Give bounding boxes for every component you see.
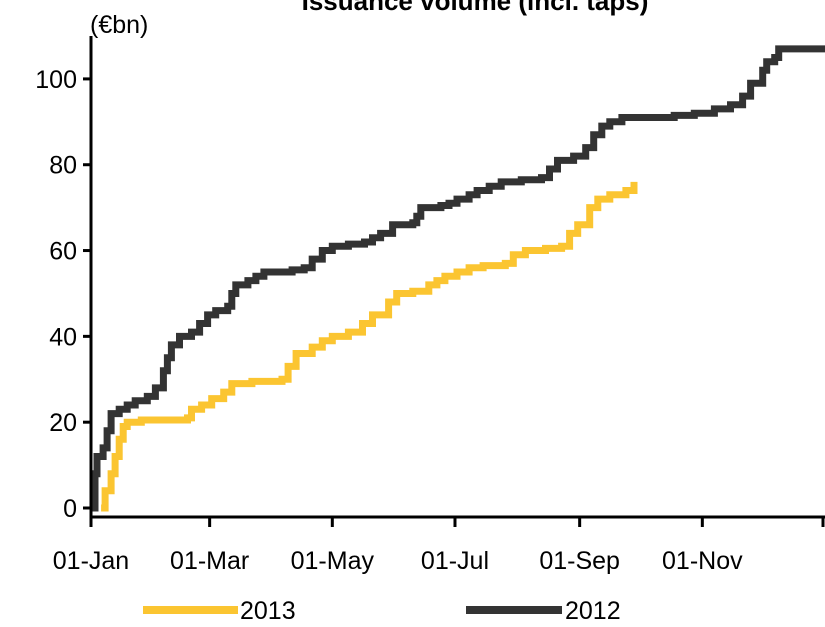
y-tick-label: 0: [63, 495, 77, 523]
x-tick-label: 01-Nov: [662, 547, 743, 575]
x-tick-label: 01-Jan: [53, 547, 129, 575]
x-tick-label: 01-Mar: [170, 547, 249, 575]
y-tick-label: 40: [49, 323, 77, 351]
y-axis-unit-label: (€bn): [90, 11, 148, 39]
x-axis-ticks: 01-Jan 01-Mar 01-May 01-Jul 01-Sep 01-Nov: [53, 517, 825, 575]
legend: 2013 2012: [143, 597, 621, 625]
series-layer: [91, 45, 825, 512]
series-line-2012: [91, 45, 825, 512]
y-tick-label: 60: [49, 238, 77, 266]
x-tick-label: 01-Sep: [539, 547, 620, 575]
series-line-2013: [101, 181, 638, 512]
legend-label-2012: 2012: [565, 597, 621, 625]
x-tick-label: 01-May: [291, 547, 375, 575]
y-tick-label: 100: [35, 66, 77, 94]
x-tick-label: 01-Jul: [421, 547, 489, 575]
y-tick-label: 80: [49, 152, 77, 180]
chart-title: Issuance volume (incl. taps): [302, 0, 649, 16]
y-axis-ticks: 0 20 40 60 80 100: [35, 66, 91, 523]
y-tick-label: 20: [49, 409, 77, 437]
legend-label-2013: 2013: [240, 597, 296, 625]
